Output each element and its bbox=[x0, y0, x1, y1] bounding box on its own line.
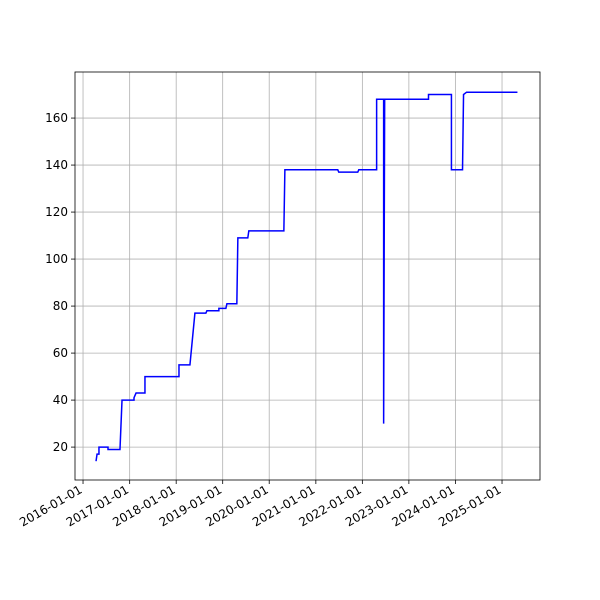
y-tick-label: 160 bbox=[45, 111, 68, 125]
y-tick-label: 40 bbox=[53, 393, 68, 407]
y-tick-label: 120 bbox=[45, 205, 68, 219]
y-tick-label: 100 bbox=[45, 252, 68, 266]
tick-labels: 204060801001201401602016-01-012017-01-01… bbox=[17, 111, 503, 529]
plot-area bbox=[95, 91, 518, 462]
grid bbox=[75, 72, 540, 480]
line-series bbox=[95, 91, 518, 462]
axes-frame bbox=[74, 71, 541, 481]
y-tick-label: 80 bbox=[53, 299, 68, 313]
y-tick-label: 60 bbox=[53, 346, 68, 360]
y-tick-label: 20 bbox=[53, 440, 68, 454]
y-tick-label: 140 bbox=[45, 158, 68, 172]
